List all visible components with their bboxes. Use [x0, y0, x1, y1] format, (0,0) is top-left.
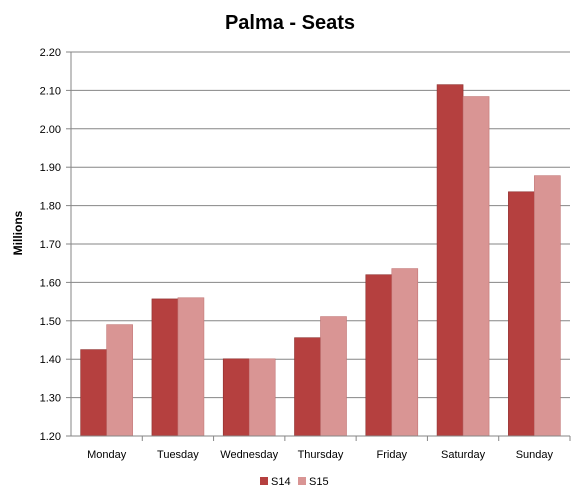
bar-s15-saturday	[462, 96, 490, 437]
bar-s14-friday	[365, 274, 393, 437]
y-tick-label-6: 1.80	[40, 201, 61, 213]
legend-swatch-s14	[260, 477, 268, 485]
bar-s14-thursday	[294, 337, 321, 437]
bar-s15-friday	[391, 268, 419, 437]
x-category-label-friday: Friday	[377, 449, 408, 461]
legend-swatch-s15	[298, 477, 306, 485]
legend-label-s14: S14	[271, 476, 291, 488]
y-tick-label-10: 2.20	[40, 47, 61, 59]
bar-s14-tuesday	[151, 298, 179, 437]
y-tick-label-3: 1.50	[40, 316, 61, 328]
x-category-label-thursday: Thursday	[298, 449, 344, 461]
bar-s14-sunday	[508, 191, 535, 437]
bar-s15-sunday	[534, 175, 561, 437]
axes	[70, 52, 571, 441]
x-category-label-tuesday: Tuesday	[157, 449, 199, 461]
bar-s15-thursday	[320, 316, 347, 437]
bar-s14-monday	[80, 349, 107, 437]
bar-s15-wednesday	[248, 358, 276, 437]
bar-s14-wednesday	[222, 358, 250, 437]
x-category-label-saturday: Saturday	[441, 449, 486, 461]
y-tick-labels: 1.20 1.30 1.40 1.50 1.60 1.70 1.80 1.90 2.00 2.10…	[40, 47, 61, 443]
x-category-label-sunday: Sunday	[516, 449, 554, 461]
legend: S14 S15	[260, 476, 329, 488]
y-tick-label-8: 2.00	[40, 124, 61, 136]
x-category-labels: Monday Tuesday Wednesday Thursday Friday Satu…	[87, 449, 553, 461]
bar-s15-monday	[106, 324, 133, 437]
x-category-label-monday: Monday	[87, 449, 127, 461]
y-tick-label-0: 1.20	[40, 431, 61, 443]
y-tick-label-2: 1.40	[40, 354, 61, 366]
bar-s14-saturday	[436, 84, 464, 437]
y-tick-label-9: 2.10	[40, 85, 61, 97]
bar-s15-tuesday	[177, 297, 205, 437]
y-tick-label-7: 1.90	[40, 162, 61, 174]
legend-label-s15: S15	[309, 476, 329, 488]
bars	[80, 84, 561, 437]
x-category-label-wednesday: Wednesday	[220, 449, 278, 461]
y-axis-title: Millions	[11, 210, 25, 255]
y-tick-label-5: 1.70	[40, 239, 61, 251]
chart-title: Palma - Seats	[225, 12, 355, 34]
y-tick-label-1: 1.30	[40, 393, 61, 405]
y-tick-label-4: 1.60	[40, 277, 61, 289]
